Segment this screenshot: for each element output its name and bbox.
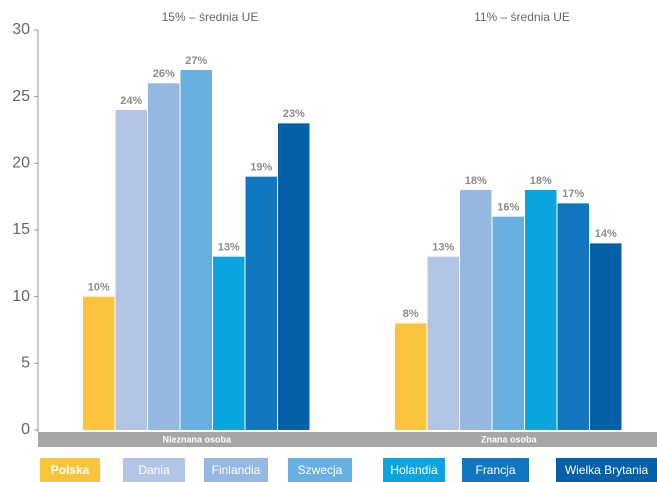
- value-label: 10%: [88, 282, 110, 294]
- value-label: 13%: [432, 242, 454, 254]
- value-label: 26%: [153, 68, 175, 80]
- bar: [525, 190, 557, 430]
- legend-swatch: [40, 458, 100, 482]
- legend-label: Wielka Brytania: [565, 463, 649, 477]
- y-tick-label: 20: [12, 155, 30, 172]
- legend-label: Dania: [138, 463, 170, 477]
- value-label: 13%: [218, 242, 240, 254]
- bar: [492, 216, 524, 430]
- bar: [427, 256, 459, 430]
- value-label: 18%: [465, 175, 487, 187]
- y-tick-label: 25: [12, 88, 30, 105]
- value-label: 8%: [403, 308, 419, 320]
- annotation: 15% – średnia UE: [162, 10, 259, 24]
- annotation: 11% – średnia UE: [474, 10, 570, 24]
- bar: [213, 256, 245, 430]
- y-tick-label: 15: [12, 221, 30, 238]
- legend-swatch: [556, 458, 657, 482]
- x-tick-label: Znana osoba: [481, 434, 538, 444]
- y-tick-label: 5: [21, 355, 30, 372]
- legend-label: Francja: [475, 463, 515, 477]
- legend-swatch: [204, 458, 268, 482]
- legend-swatch: [288, 458, 352, 482]
- value-label: 24%: [120, 95, 142, 107]
- bar: [83, 296, 115, 430]
- legend-label: Szwecja: [298, 463, 343, 477]
- legend-swatch: [383, 458, 445, 482]
- legend-swatch: [123, 458, 185, 482]
- value-label: 18%: [530, 175, 552, 187]
- y-tick-label: 0: [21, 421, 30, 438]
- value-label: 27%: [185, 55, 207, 67]
- bar: [590, 243, 622, 430]
- category-band: [38, 432, 657, 447]
- bar: [278, 123, 310, 430]
- value-label: 16%: [497, 202, 519, 214]
- value-label: 19%: [250, 162, 272, 174]
- legend-swatch: [462, 458, 529, 482]
- bar: [557, 203, 589, 430]
- legend-label: Polska: [51, 463, 90, 477]
- legend-label: Holandia: [390, 463, 438, 477]
- y-tick-label: 30: [12, 21, 30, 38]
- y-tick-label: 10: [12, 288, 30, 305]
- bar: [245, 176, 277, 430]
- bar: [395, 323, 427, 430]
- bar: [148, 83, 180, 430]
- value-label: 14%: [595, 228, 617, 240]
- legend-label: Finlandia: [212, 463, 261, 477]
- bar: [180, 70, 212, 430]
- bar: [460, 190, 492, 430]
- bar: [115, 110, 147, 430]
- x-tick-label: Nieznana osoba: [162, 434, 232, 444]
- value-label: 23%: [283, 108, 305, 120]
- value-label: 17%: [562, 188, 584, 200]
